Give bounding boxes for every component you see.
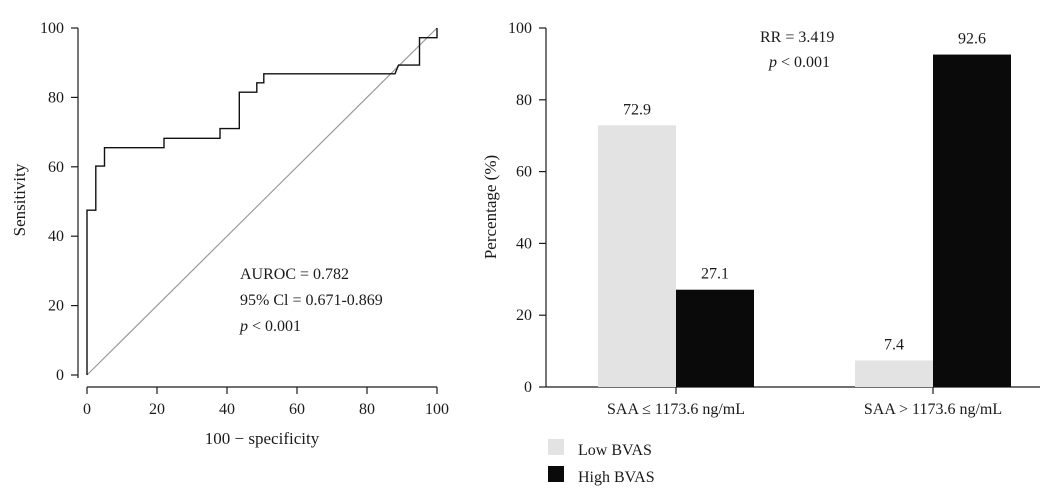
bar-y-tick-label: 80: [516, 92, 532, 109]
rr-text: RR = 3.419: [760, 29, 834, 46]
bar-value-label: 27.1: [701, 266, 729, 283]
roc-y-tick-label: 0: [56, 367, 64, 384]
legend: Low BVAS High BVAS: [548, 439, 655, 486]
bar-y-axis-label: Percentage (%): [481, 155, 500, 259]
roc-x-tick-label: 40: [219, 401, 235, 418]
bar-high-bvas-2: [933, 54, 1011, 387]
roc-x-axis-label: 100 − specificity: [205, 429, 320, 448]
roc-chart: 0 20 40 60 80 100 0 20 40 60 80 100 100 − specific…: [10, 20, 449, 448]
p-value-rest: < 0.001: [777, 54, 830, 71]
roc-x-tick-label: 100: [425, 401, 449, 418]
roc-x-tick-label: 60: [289, 401, 305, 418]
roc-x-tick-label: 80: [359, 401, 375, 418]
bar-y-ticks: 0 20 40 60 80 100: [508, 20, 546, 396]
bar-value-label: 7.4: [884, 336, 904, 353]
roc-y-tick-label: 80: [48, 89, 64, 106]
roc-y-tick-label: 20: [48, 298, 64, 315]
roc-reference-line: [86, 27, 438, 376]
bar-y-tick-label: 0: [524, 379, 532, 396]
bar-value-labels: 72.9 7.4 27.1 92.6: [623, 31, 986, 354]
bar-y-tick-label: 20: [516, 307, 532, 324]
bar-y-tick-label: 100: [508, 20, 532, 37]
legend-swatch-high-bvas: [548, 466, 564, 482]
roc-y-tick-label: 100: [40, 20, 64, 37]
bars: [598, 54, 1011, 387]
roc-x-tick-label: 20: [149, 401, 165, 418]
roc-x-ticks: 0 20 40 60 80 100: [83, 387, 449, 418]
roc-curve-line: [86, 28, 438, 375]
legend-item-low-bvas: Low BVAS: [548, 439, 652, 459]
roc-y-axis-label: Sensitivity: [10, 163, 29, 236]
bar-value-label: 72.9: [623, 101, 651, 118]
bar-low-bvas-2: [855, 360, 933, 387]
roc-y-tick-label: 40: [48, 228, 64, 245]
bar-category-label: SAA ≤ 1173.6 ng/mL: [607, 401, 745, 418]
bar-high-bvas-1: [676, 289, 754, 387]
legend-label-low-bvas: Low BVAS: [578, 442, 652, 459]
bar-annotation: RR = 3.419 p < 0.001: [760, 29, 834, 71]
roc-x-tick-label: 0: [83, 401, 91, 418]
bar-y-tick-label: 40: [516, 235, 532, 252]
legend-item-high-bvas: High BVAS: [548, 466, 655, 486]
bar-category-labels: SAA ≤ 1173.6 ng/mL SAA > 1173.6 ng/mL: [607, 387, 1002, 418]
p-value-letter: p: [239, 318, 248, 335]
legend-swatch-low-bvas: [548, 439, 564, 455]
p-value-text: p < 0.001: [239, 318, 301, 335]
bar-y-tick-label: 60: [516, 164, 532, 181]
bar-category-label: SAA > 1173.6 ng/mL: [864, 401, 1002, 418]
ci-text: 95% Cl = 0.671-0.869: [240, 292, 383, 309]
p-value-rest: < 0.001: [248, 318, 301, 335]
roc-y-tick-label: 60: [48, 159, 64, 176]
roc-plot-axes: [77, 28, 437, 388]
bar-value-label: 92.6: [958, 31, 986, 48]
roc-annotation: AUROC = 0.782 95% Cl = 0.671-0.869 p < 0…: [239, 266, 383, 335]
p-value-letter: p: [768, 54, 777, 71]
roc-y-ticks: 0 20 40 60 80 100: [40, 20, 78, 384]
bar-low-bvas-1: [598, 125, 676, 387]
bar-chart: 0 20 40 60 80 100 72.9 7.4 27.1 92.6 SAA ≤ 1173.…: [481, 20, 1040, 486]
bar-p-value-text: p < 0.001: [768, 54, 830, 71]
legend-label-high-bvas: High BVAS: [578, 469, 655, 486]
auroc-text: AUROC = 0.782: [240, 266, 349, 283]
